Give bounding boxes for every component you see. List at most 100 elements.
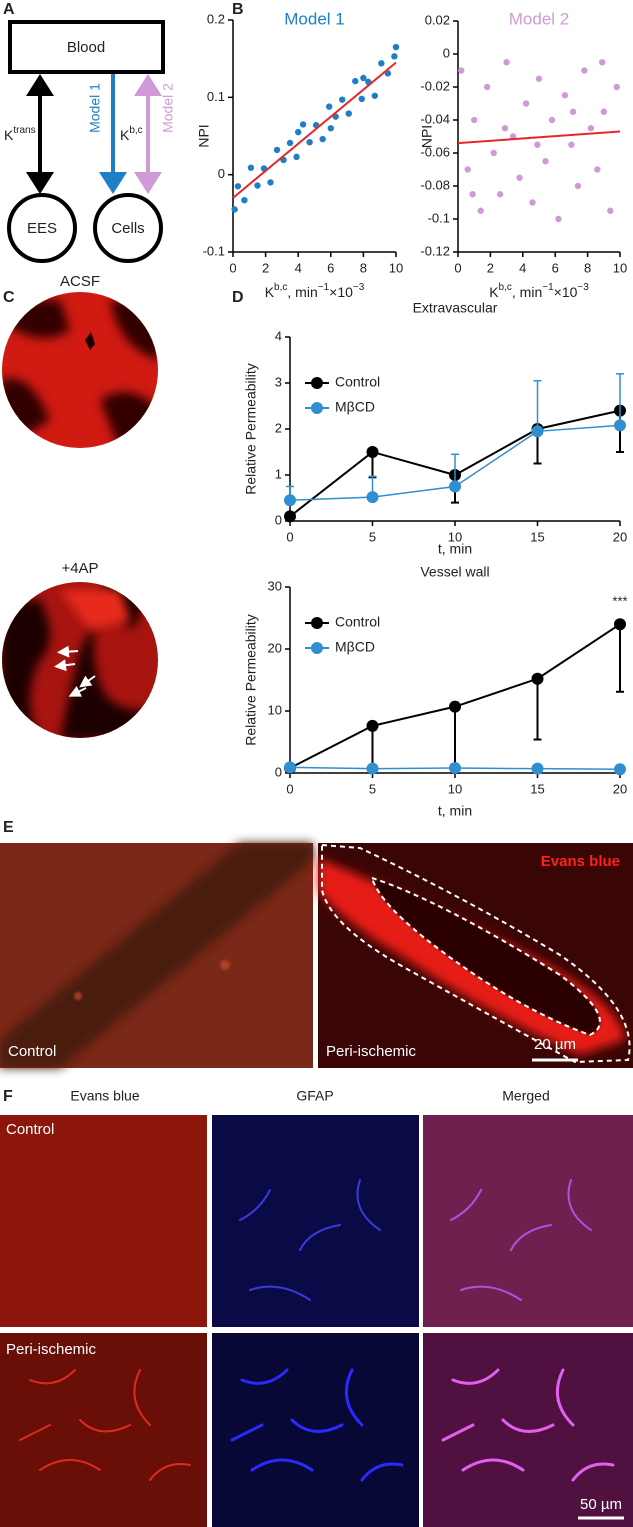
cells-node (93, 193, 163, 263)
x-tick-label: 2 (487, 260, 494, 275)
data-point (614, 763, 626, 776)
x-axis-label: t, min (438, 803, 472, 819)
x-tick-label: 5 (369, 781, 376, 796)
label-text: , min (512, 284, 542, 300)
image-title: ACSF (60, 273, 100, 290)
label-text: K (489, 284, 499, 300)
rate-sup: b,c (129, 125, 142, 136)
y-tick-label: -0.04 (420, 111, 450, 126)
y-axis-label: Relative Permeability (243, 363, 259, 495)
y-tick-label: 0.2 (207, 11, 225, 26)
scatter-point (267, 179, 274, 186)
x-tick-label: 10 (389, 260, 403, 275)
ees-node (7, 193, 77, 263)
y-tick-label: 0 (443, 45, 450, 60)
scatter-point (613, 83, 620, 91)
y-tick-label: 0 (275, 512, 282, 527)
legend-marker (311, 642, 323, 654)
y-tick-label: -0.08 (420, 177, 450, 192)
image-title: +4AP (61, 560, 98, 577)
x-tick-label: 4 (519, 260, 526, 275)
rate-label: Ktrans (4, 125, 36, 143)
scatter-point (587, 125, 595, 132)
y-tick-label: 3 (275, 374, 282, 389)
rate-label: Kb,c (120, 125, 143, 143)
x-tick-label: 0 (229, 260, 236, 275)
scatter-point (378, 60, 385, 67)
data-point (284, 510, 296, 523)
data-point (449, 480, 461, 493)
x-tick-label: 8 (360, 260, 367, 275)
x-tick-label: 0 (286, 529, 293, 544)
label-sup: −3 (577, 282, 589, 293)
arrow-head (99, 172, 127, 194)
arrows (54, 645, 96, 697)
y-tick-label: 30 (268, 578, 282, 593)
scatter-point (286, 139, 294, 147)
data-point (614, 419, 626, 432)
panel-label: C (3, 289, 15, 306)
scatter-point (534, 141, 541, 148)
scatter-point (516, 174, 523, 181)
scatter-point (345, 110, 352, 117)
rate-sup: trans (13, 125, 35, 136)
column-label: Merged (502, 1088, 549, 1104)
data-point (531, 672, 544, 685)
data-point (366, 719, 379, 732)
fit-line (457, 130, 621, 145)
data-point (449, 700, 461, 713)
scatter-point (548, 116, 556, 124)
scatter-point (561, 92, 569, 99)
label-text: ×10 (554, 284, 578, 300)
x-tick-label: 4 (295, 260, 302, 275)
y-axis-label: Relative Permeability (243, 614, 259, 746)
legend-label: Control (335, 374, 380, 390)
legend-marker (311, 402, 323, 414)
x-tick-label: 6 (327, 260, 334, 275)
blood-box (8, 20, 165, 74)
scatter-point (464, 166, 471, 173)
label-text: K (265, 284, 275, 300)
x-tick-label: 20 (613, 781, 627, 796)
x-axis-label: t, min (438, 541, 472, 557)
legend-label: Control (335, 614, 380, 630)
scatter-point (529, 199, 536, 206)
scatter-point (477, 207, 484, 214)
scatter-point (371, 92, 379, 99)
y-tick-label: 10 (268, 702, 282, 717)
x-axis-label: Kb,c, min−1×10−3 (265, 282, 365, 300)
y-tick-label: -0.02 (420, 78, 450, 93)
scatter-point (254, 182, 261, 189)
image-grid: Evans blue GFAP Merged Control Peri-isch… (0, 1088, 633, 1527)
x-tick-label: 8 (584, 260, 591, 275)
node-label: EES (27, 220, 57, 237)
rate-base: K (4, 127, 14, 143)
data-point (366, 446, 379, 458)
scatter-point (325, 103, 333, 110)
x-tick-label: 0 (286, 781, 293, 796)
image-e-peri: Evans blue Peri-ischemic 20 µm (318, 843, 633, 1068)
y-axis-label: NPI (196, 124, 212, 147)
scatter-point (391, 53, 398, 60)
row-label: Control (6, 1121, 54, 1138)
scatter-point (469, 191, 476, 198)
panel-label: A (3, 1, 15, 18)
scatter-point (392, 43, 400, 51)
x-tick-label: 0 (454, 260, 461, 275)
node-label: Blood (67, 39, 105, 56)
scatter-point (568, 141, 575, 148)
scatter-point (241, 196, 248, 204)
column-label: Evans blue (70, 1088, 139, 1104)
rate-base: K (120, 127, 130, 143)
scatter-point (483, 83, 491, 91)
panel-label: F (3, 1088, 13, 1105)
y-tick-label: 20 (268, 640, 282, 655)
x-tick-label: 15 (530, 781, 544, 796)
scale-label: 50 µm (88, 505, 130, 522)
panel-label: B (232, 1, 244, 18)
x-tick-label: 20 (613, 529, 627, 544)
scatter-point (360, 74, 367, 82)
label-sup: b,c (274, 282, 287, 293)
panel-label: E (3, 819, 14, 836)
